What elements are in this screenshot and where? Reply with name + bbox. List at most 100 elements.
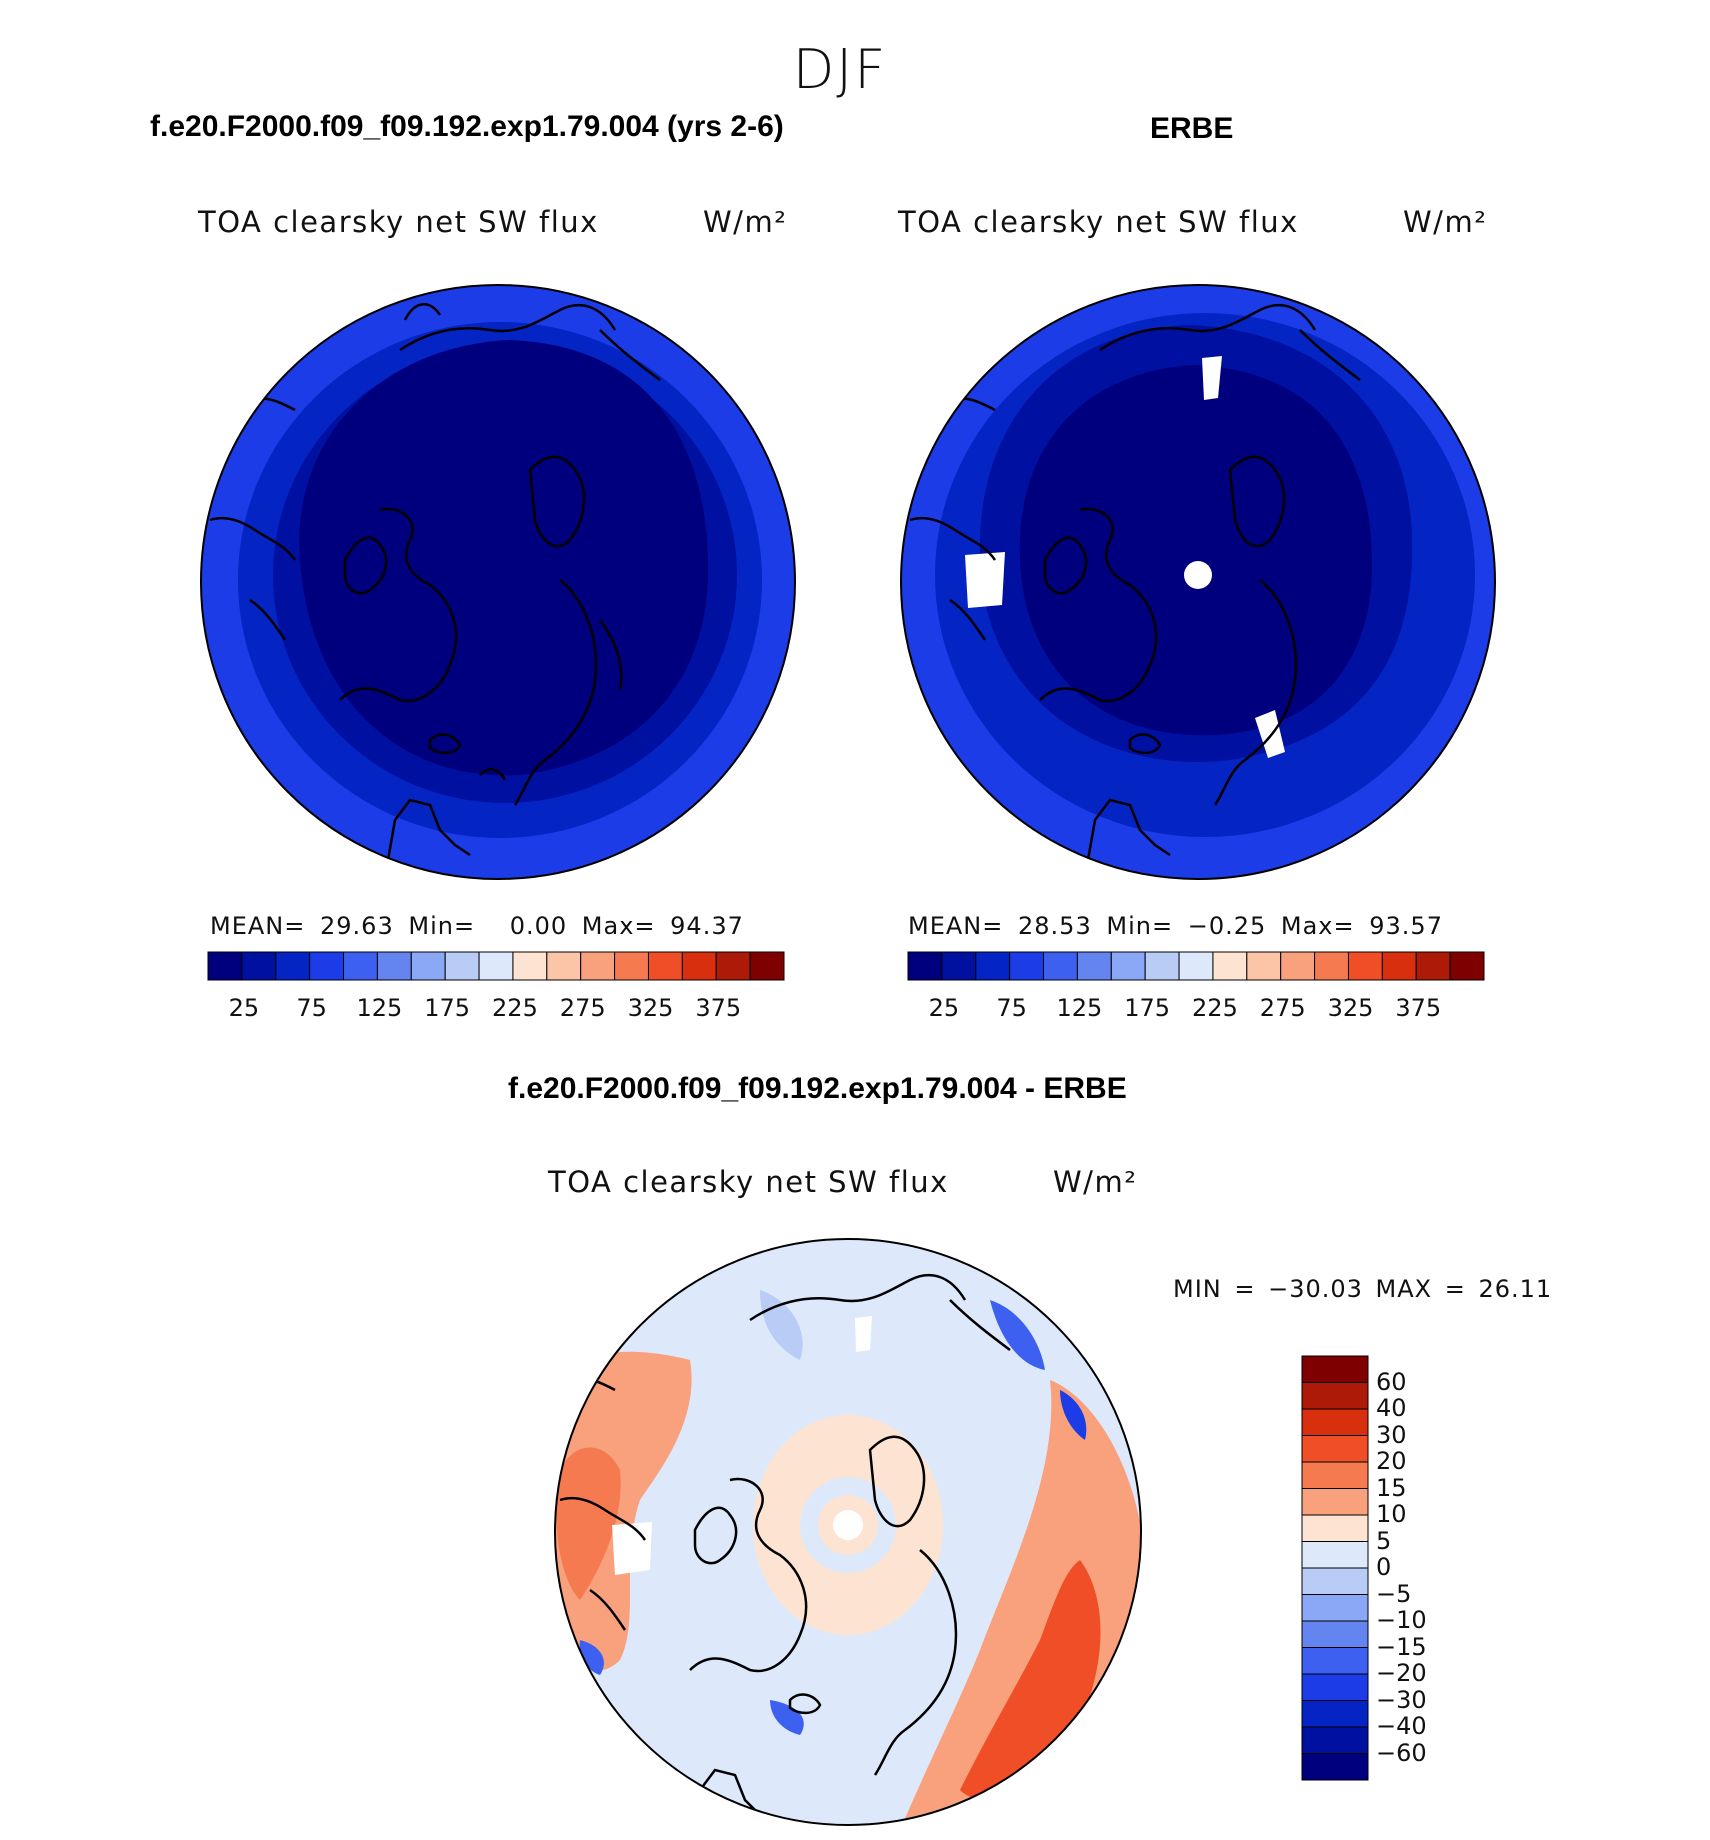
colorbar-swatch xyxy=(1110,951,1146,981)
colorbar-swatch xyxy=(546,951,582,981)
panel2-mean-value: 28.53 xyxy=(1018,912,1092,940)
panel2-colorbar xyxy=(907,951,1485,981)
colorbar-tick-label: 375 xyxy=(1395,994,1442,1022)
panel1-mean-label: MEAN= xyxy=(210,912,306,940)
colorbar-swatch xyxy=(1301,1488,1369,1516)
colorbar-swatch xyxy=(1144,951,1180,981)
colorbar-swatch xyxy=(975,951,1011,981)
panel3-variable: TOA clearsky net SW flux xyxy=(548,1165,949,1199)
colorbar-tick-label: 125 xyxy=(356,994,403,1022)
colorbar-swatch xyxy=(715,951,751,981)
colorbar-tick-label: 25 xyxy=(928,994,960,1022)
map3-neg-region-north xyxy=(760,1290,803,1360)
colorbar-tick-label: 225 xyxy=(492,994,538,1022)
colorbar-swatch xyxy=(1301,1567,1369,1595)
colorbar-swatch xyxy=(1301,1461,1369,1489)
map2-missing-patch-3 xyxy=(1255,710,1285,758)
colorbar-tick-label: 0 xyxy=(1376,1553,1392,1581)
map3-pos-region-east-core xyxy=(960,1560,1101,1800)
panel1-mean-value: 29.63 xyxy=(320,912,394,940)
colorbar-swatch xyxy=(241,951,277,981)
colorbar-swatch xyxy=(1076,951,1112,981)
panel1-max-value: 94.37 xyxy=(670,912,744,940)
colorbar-swatch xyxy=(512,951,548,981)
map3-neg-region-northeast xyxy=(990,1300,1045,1370)
map3-missing-patch-2 xyxy=(855,1316,872,1352)
panel1-units: W/m² xyxy=(703,205,788,239)
colorbar-tick-label: 40 xyxy=(1376,1394,1407,1422)
panel2-stats: MEAN= 28.53 Min= −0.25 Max= 93.57 xyxy=(908,912,1443,940)
colorbar-tick-label: 20 xyxy=(1376,1447,1407,1475)
panel2-min-value: −0.25 xyxy=(1187,912,1267,940)
map1-core xyxy=(299,340,709,776)
colorbar-tick-label: −15 xyxy=(1376,1632,1427,1661)
colorbar-swatch xyxy=(1301,1726,1369,1754)
panel3-colorbar xyxy=(1301,1355,1369,1781)
panel3-units: W/m² xyxy=(1053,1165,1138,1199)
map3-ring-pos xyxy=(818,1495,878,1555)
map2-border xyxy=(900,284,1496,880)
panel2-min-label: Min= xyxy=(1106,912,1174,940)
panel2-variable: TOA clearsky net SW flux xyxy=(898,205,1299,239)
colorbar-swatch xyxy=(1415,951,1451,981)
panel2-max-value: 93.57 xyxy=(1369,912,1443,940)
colorbar-tick-label: 75 xyxy=(996,994,1027,1022)
colorbar-swatch xyxy=(1381,951,1417,981)
colorbar-tick-label: 5 xyxy=(1376,1526,1392,1555)
colorbar-tick-label: 275 xyxy=(559,994,606,1022)
colorbar-swatch xyxy=(1212,951,1248,981)
map3-pos-region-west-core xyxy=(556,1447,621,1600)
colorbar-tick-label: −10 xyxy=(1376,1606,1427,1634)
panel2-max-label: Max= xyxy=(1280,912,1355,940)
colorbar-tick-label: 325 xyxy=(627,994,674,1022)
colorbar-swatch xyxy=(647,951,683,981)
colorbar-swatch xyxy=(376,951,412,981)
map3-background xyxy=(555,1239,1141,1825)
colorbar-swatch xyxy=(614,951,649,981)
map3-coastlines xyxy=(559,1273,1011,1825)
colorbar-swatch xyxy=(1301,1673,1369,1701)
colorbar-tick-label: 30 xyxy=(1376,1420,1407,1449)
map1-ring-outer xyxy=(201,285,795,879)
colorbar-swatch xyxy=(1280,951,1316,981)
panel1-variable: TOA clearsky net SW flux xyxy=(198,205,599,239)
colorbar-swatch xyxy=(1301,1382,1369,1410)
colorbar-tick-label: 25 xyxy=(228,994,260,1022)
colorbar-swatch xyxy=(580,951,616,981)
map3-ring-neg xyxy=(800,1477,896,1573)
panel1-stats: MEAN= 29.63 Min= 0.00 Max= 94.37 xyxy=(210,912,744,940)
colorbar-swatch xyxy=(309,951,345,981)
colorbar-swatch xyxy=(1043,951,1078,981)
panel1-min-label: Min= xyxy=(408,912,476,940)
colorbar-tick-label: −20 xyxy=(1376,1659,1427,1687)
colorbar-tick-label: 125 xyxy=(1056,994,1103,1022)
map1-ring-inner xyxy=(273,347,737,803)
map2-ring-mid xyxy=(935,313,1475,837)
colorbar-swatch xyxy=(941,951,977,981)
colorbar-tick-label: −5 xyxy=(1376,1579,1412,1608)
colorbar-tick-label: 60 xyxy=(1376,1367,1407,1396)
colorbar-tick-label: 275 xyxy=(1259,994,1306,1022)
colorbar-swatch xyxy=(749,951,785,981)
colorbar-swatch xyxy=(1301,1408,1369,1436)
map3-pos-region-west xyxy=(555,1351,692,1671)
colorbar-swatch xyxy=(1301,1753,1369,1781)
map2-missing-pole xyxy=(1184,561,1212,589)
colorbar-tick-label: 10 xyxy=(1376,1500,1407,1528)
map2-ring-inner xyxy=(979,325,1413,762)
map3-missing-patch-1 xyxy=(612,1522,652,1575)
colorbar-swatch xyxy=(1301,1355,1369,1383)
map3-pos-region-east xyxy=(900,1380,1141,1825)
map1-ring-mid xyxy=(238,322,762,838)
colorbar-swatch xyxy=(1347,951,1383,981)
colorbar-swatch xyxy=(681,951,717,981)
colorbar-swatch xyxy=(1301,1700,1369,1728)
colorbar-swatch xyxy=(478,951,514,981)
panel1-max-label: Max= xyxy=(581,912,656,940)
page-title: DJF xyxy=(792,38,888,101)
colorbar-swatch xyxy=(410,951,446,981)
colorbar-tick-label: 175 xyxy=(1124,994,1171,1022)
map3-neg-region-south xyxy=(770,1700,804,1735)
colorbar-swatch xyxy=(1301,1435,1369,1463)
colorbar-swatch xyxy=(1301,1647,1369,1675)
